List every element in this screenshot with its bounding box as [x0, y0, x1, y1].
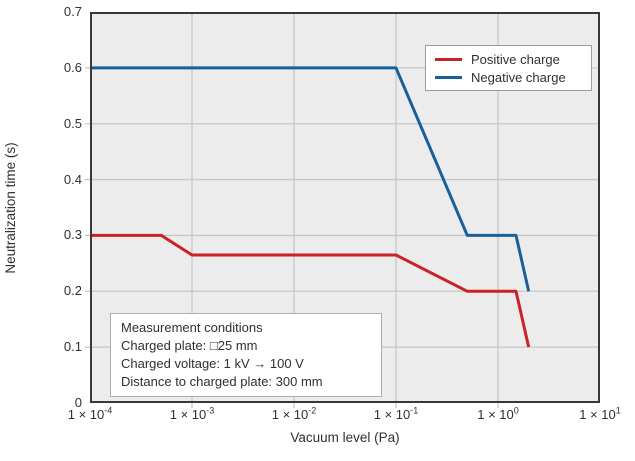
y-tick-label: 0 [74, 395, 82, 410]
y-tick-label: 0.4 [63, 171, 82, 187]
y-tick-label: 0.2 [63, 283, 82, 299]
y-tick-label: 0.7 [63, 4, 82, 19]
series-negative-charge [90, 66, 531, 292]
legend-label: Positive charge [471, 51, 560, 67]
x-tick-label: 1 × 100 [477, 405, 519, 422]
legend: Positive charge Negative charge [425, 45, 592, 91]
y-tick-label: 0.3 [63, 227, 82, 243]
annotation-line: Distance to charged plate: 300 mm [121, 374, 323, 389]
y-tick-label: 0.1 [63, 339, 82, 355]
legend-line-swatch [435, 75, 462, 79]
x-tick-label: 1 × 10-2 [271, 405, 317, 422]
x-tick-label: 1 × 10-3 [169, 405, 215, 422]
legend-item: Positive charge [435, 50, 582, 68]
x-tick-label: 1 × 101 [579, 405, 621, 422]
x-tick-label: 1 × 10-4 [67, 405, 113, 422]
series-positive-charge [90, 233, 531, 348]
y-tick-label: 0.5 [63, 115, 82, 131]
legend-line-swatch [435, 57, 462, 61]
annotation-line: Measurement conditions [121, 320, 263, 335]
x-axis-title: Vacuum level (Pa) [290, 430, 400, 445]
legend-label: Negative charge [471, 69, 566, 85]
measurement-conditions-box: Measurement conditions Charged plate: □25… [110, 313, 382, 397]
annotation-line: Charged plate: □25 mm [121, 338, 258, 353]
annotation-line: Charged voltage: 1 kV → 100 V [121, 356, 304, 371]
x-tick-label: 1 × 10-1 [373, 405, 419, 422]
y-axis-title: Neutralization time (s) [3, 142, 18, 274]
y-tick-label: 0.6 [63, 59, 82, 75]
legend-item: Negative charge [435, 68, 582, 86]
